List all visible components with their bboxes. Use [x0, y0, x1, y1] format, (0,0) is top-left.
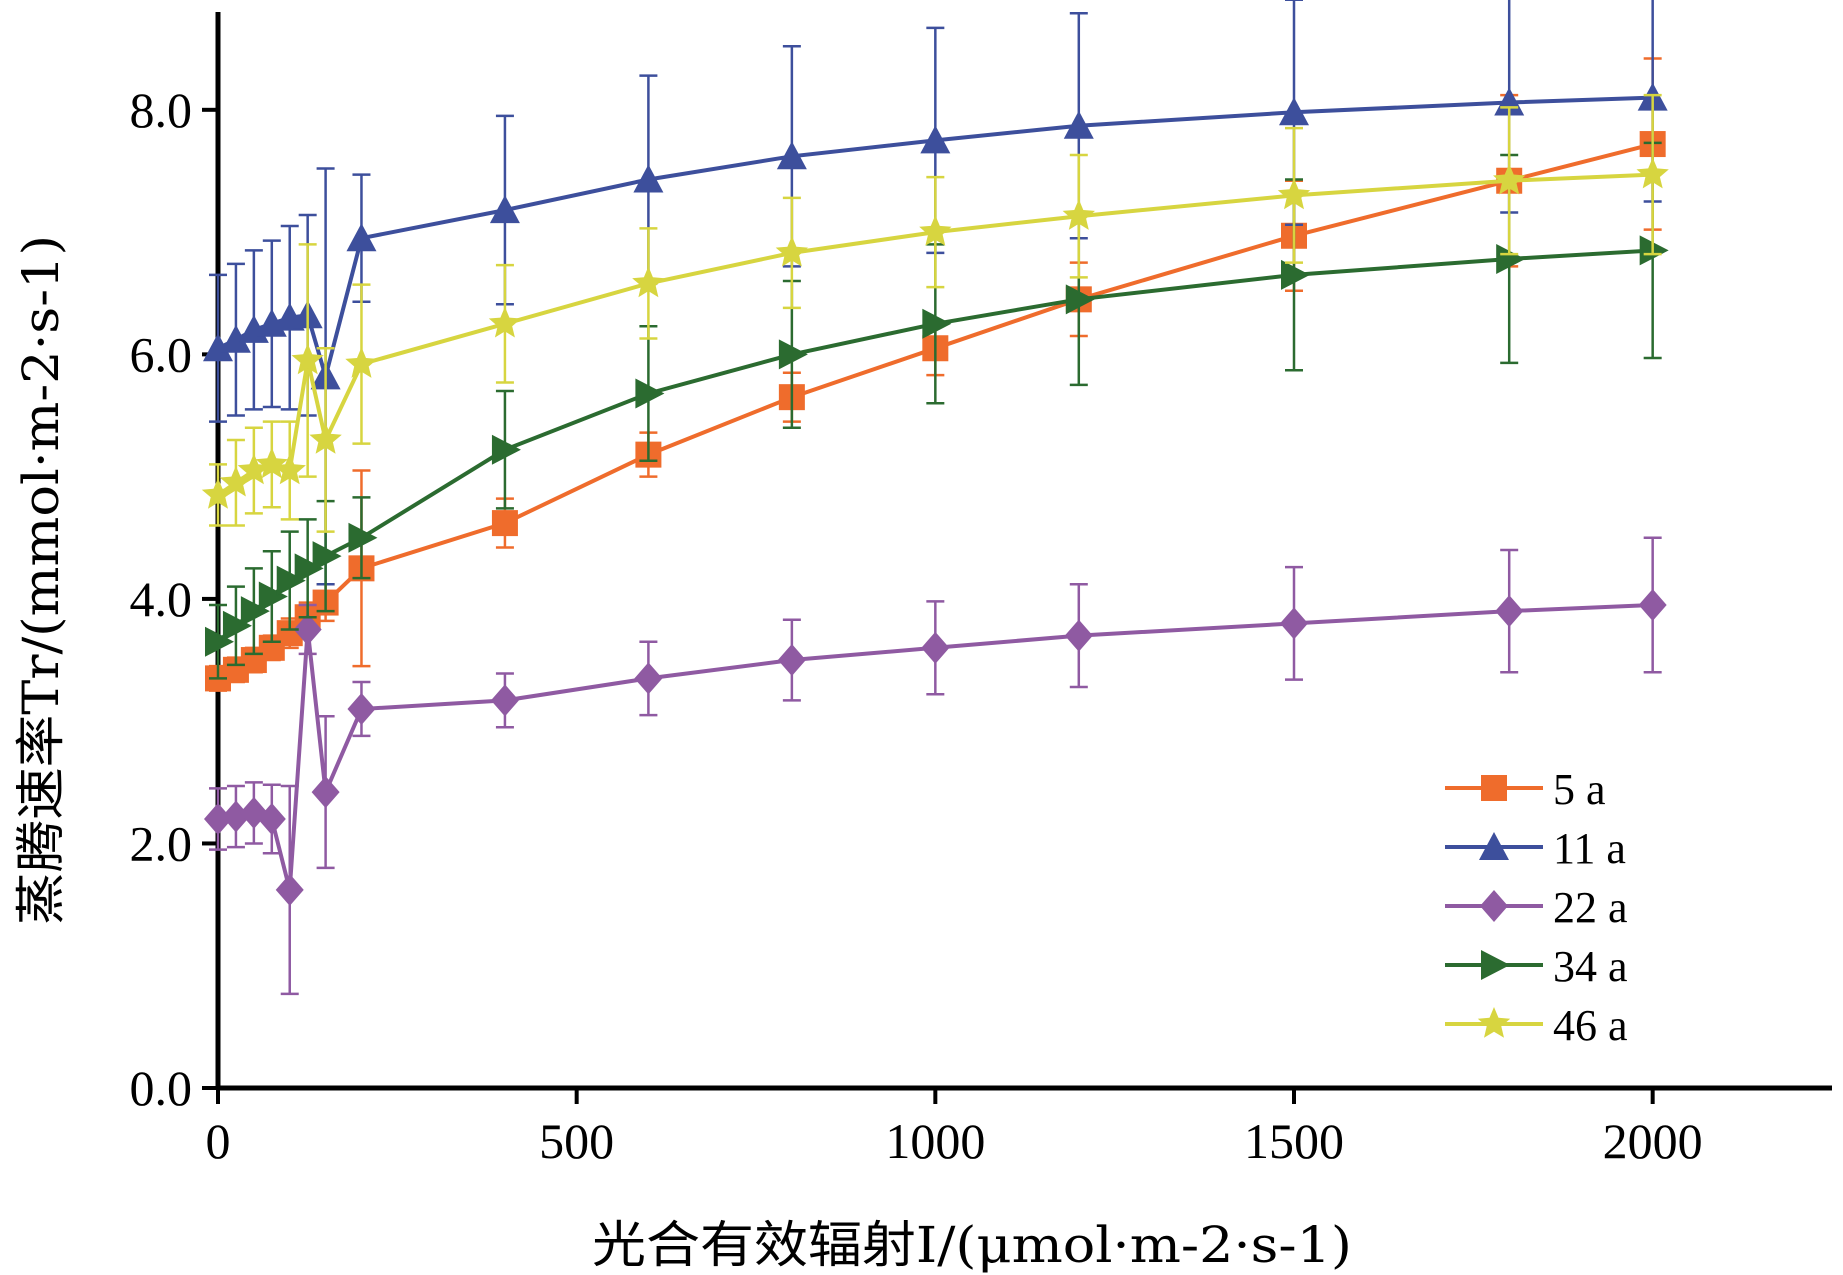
data-point [921, 631, 950, 664]
legend-item: 46 a [1445, 1001, 1628, 1050]
legend-marker [1479, 832, 1509, 860]
legend: 5 a 11 a 22 a 34 a 46 a [1445, 765, 1628, 1050]
legend-marker [1481, 775, 1507, 801]
legend-item: 22 a [1445, 883, 1628, 932]
data-point [273, 453, 306, 485]
legend-label: 11 a [1553, 824, 1626, 873]
series-11-a [203, 0, 1668, 586]
x-tick-label: 2000 [1603, 1113, 1703, 1169]
data-point [291, 343, 324, 375]
data-point [775, 235, 808, 267]
data-point [219, 465, 253, 497]
data-point [1636, 157, 1669, 189]
data-point [311, 776, 340, 809]
data-point [1280, 607, 1308, 640]
data-point [312, 541, 342, 572]
legend-label: 5 a [1553, 765, 1606, 814]
data-point [347, 692, 376, 725]
series-layer [201, 0, 1669, 996]
data-point [203, 333, 233, 362]
data-point [1064, 619, 1093, 652]
data-point [309, 423, 342, 454]
data-point [1277, 178, 1311, 210]
data-point [776, 141, 807, 170]
data-point [1493, 163, 1526, 195]
data-point [1495, 595, 1524, 628]
data-point [632, 266, 665, 298]
legend-label: 46 a [1553, 1001, 1628, 1050]
axes: 0 500 1000 1500 2000 0.0 2.0 4.0 6.0 8.0 [130, 12, 1832, 1169]
x-tick-label: 1000 [885, 1113, 985, 1169]
data-point [1065, 284, 1095, 315]
series-46-a [201, 93, 1669, 533]
data-point [276, 565, 306, 596]
legend-item: 11 a [1445, 824, 1626, 873]
data-point [257, 803, 286, 835]
y-tick-label: 2.0 [130, 815, 193, 871]
data-point [777, 644, 806, 677]
y-axis-title: 蒸腾速率Tr/(mmol·m-2·s-1) [12, 235, 70, 925]
data-point [1279, 97, 1309, 126]
data-point [275, 873, 304, 906]
data-point [240, 596, 270, 627]
x-tick-label: 1500 [1244, 1113, 1344, 1169]
y-tick-label: 0.0 [130, 1060, 193, 1116]
data-point [633, 164, 664, 193]
data-point [1281, 259, 1310, 290]
legend-marker [1481, 950, 1510, 980]
data-point [488, 306, 522, 338]
data-point [294, 553, 324, 584]
data-point [1062, 199, 1095, 230]
data-point [489, 195, 520, 224]
data-point [1638, 589, 1667, 622]
data-point [1063, 110, 1094, 139]
data-point [1639, 235, 1669, 266]
data-point [221, 800, 250, 833]
y-tick-label: 6.0 [130, 326, 193, 382]
data-point [490, 684, 519, 717]
x-tick-label: 500 [539, 1113, 614, 1169]
data-point [222, 610, 252, 641]
y-tick-label: 8.0 [130, 82, 193, 138]
legend-item: 5 a [1445, 765, 1606, 814]
data-point [204, 803, 232, 835]
data-point [778, 339, 808, 370]
legend-marker [1480, 890, 1508, 922]
data-point [920, 125, 951, 154]
data-point [1496, 243, 1526, 274]
data-point [635, 378, 665, 409]
legend-item: 34 a [1445, 942, 1628, 991]
data-point [346, 223, 377, 252]
data-point [634, 662, 663, 695]
data-point [293, 613, 322, 646]
data-point [491, 510, 518, 537]
legend-marker [1477, 1007, 1511, 1038]
data-point [201, 478, 235, 509]
legend-label: 22 a [1553, 883, 1628, 932]
data-point [220, 324, 251, 353]
legend-label: 34 a [1553, 942, 1628, 991]
data-point [491, 434, 521, 465]
series-22-a [204, 536, 1667, 996]
data-point [237, 453, 270, 485]
data-point [258, 581, 288, 612]
data-point [919, 215, 952, 246]
x-axis-title: 光合有效辐射I/(μmol·m-2·s-1) [592, 1216, 1352, 1274]
x-tick-label: 0 [206, 1113, 231, 1169]
data-point [922, 308, 952, 339]
data-point [348, 522, 378, 553]
data-point [345, 347, 378, 378]
data-point [205, 626, 234, 657]
y-tick-label: 4.0 [130, 571, 193, 627]
